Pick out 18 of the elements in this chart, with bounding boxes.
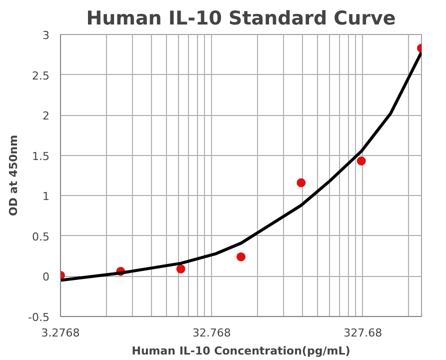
x-tick-label: 327.68	[344, 326, 382, 340]
y-tick-label: 1	[42, 190, 50, 204]
y-tick-label: 2.5	[32, 69, 50, 82]
y-tick-label: -0.5	[28, 311, 50, 324]
chart-title: Human IL-10 Standard Curve	[86, 8, 396, 30]
y-tick-label: 2	[42, 110, 50, 123]
x-axis-title: Human IL-10 Concentration(pg/mL)	[132, 344, 350, 358]
y-tick-label: 1.5	[32, 150, 50, 163]
y-tick-label: 0	[42, 270, 50, 284]
point	[356, 156, 366, 166]
x-tick-label: 3.2768	[41, 326, 80, 340]
y-tick-label: 3	[42, 29, 50, 42]
x-tick-label: 32.768	[192, 326, 231, 340]
y-tick-label: 0.5	[32, 230, 50, 244]
point	[176, 264, 186, 274]
point	[296, 178, 306, 188]
point	[236, 252, 246, 262]
y-axis-title: OD at 450nm	[7, 134, 20, 216]
